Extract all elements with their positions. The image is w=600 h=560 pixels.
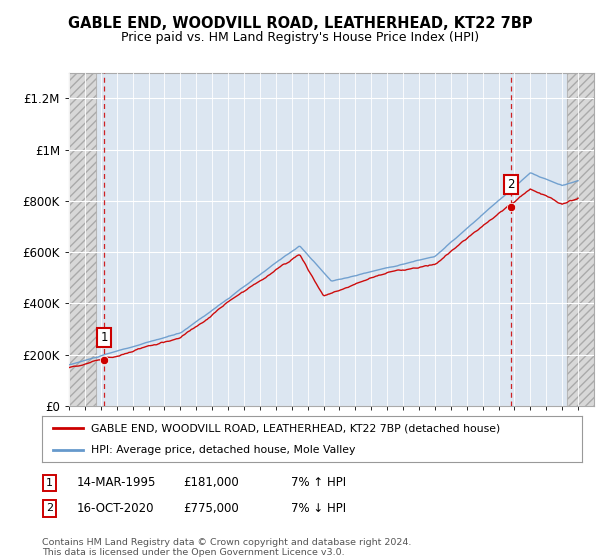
Text: GABLE END, WOODVILL ROAD, LEATHERHEAD, KT22 7BP (detached house): GABLE END, WOODVILL ROAD, LEATHERHEAD, K… [91, 423, 500, 433]
Text: 7% ↓ HPI: 7% ↓ HPI [291, 502, 346, 515]
Text: 1: 1 [46, 478, 53, 488]
Text: 2: 2 [508, 178, 515, 191]
Bar [567, 73, 594, 406]
Text: £775,000: £775,000 [183, 502, 239, 515]
Text: 14-MAR-1995: 14-MAR-1995 [77, 476, 156, 489]
Text: 16-OCT-2020: 16-OCT-2020 [77, 502, 154, 515]
Text: HPI: Average price, detached house, Mole Valley: HPI: Average price, detached house, Mole… [91, 445, 355, 455]
Text: 7% ↑ HPI: 7% ↑ HPI [291, 476, 346, 489]
Text: 1: 1 [100, 332, 108, 344]
Text: £181,000: £181,000 [183, 476, 239, 489]
Text: Price paid vs. HM Land Registry's House Price Index (HPI): Price paid vs. HM Land Registry's House … [121, 31, 479, 44]
Text: GABLE END, WOODVILL ROAD, LEATHERHEAD, KT22 7BP: GABLE END, WOODVILL ROAD, LEATHERHEAD, K… [68, 16, 532, 31]
Bar [69, 73, 96, 406]
Bar [567, 73, 594, 406]
Text: 2: 2 [46, 503, 53, 514]
Text: Contains HM Land Registry data © Crown copyright and database right 2024.
This d: Contains HM Land Registry data © Crown c… [42, 538, 412, 557]
Bar [69, 73, 96, 406]
